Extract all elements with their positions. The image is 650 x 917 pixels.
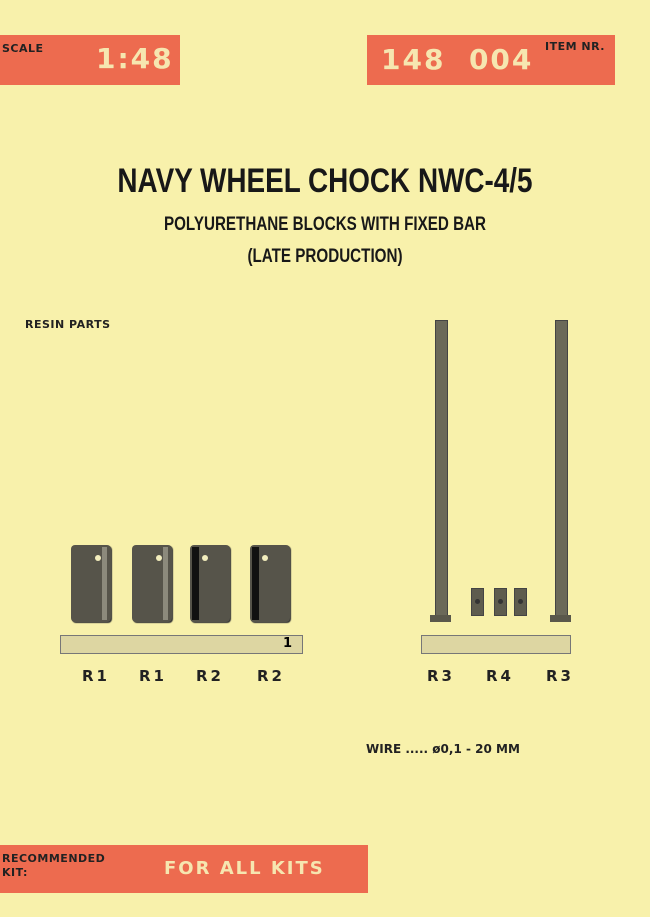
part-label: R1	[82, 667, 110, 685]
recommended-kit-box: RECOMMENDED KIT: FOR ALL KITS	[0, 845, 368, 893]
part-r3-b	[555, 320, 568, 618]
part-r2-a	[190, 545, 230, 622]
wire-note: WIRE ..... ø0,1 - 20 MM	[366, 742, 520, 756]
sprue-right	[421, 635, 571, 654]
part-r4-a	[471, 588, 484, 616]
scale-label: SCALE	[2, 42, 44, 55]
item-box: 148 004 ITEM NR.	[367, 35, 615, 85]
kit-label: KIT:	[2, 866, 28, 879]
sprue-number: 1	[282, 636, 292, 651]
part-label: R1	[139, 667, 167, 685]
sprue-left: 1	[60, 635, 303, 654]
item-number: 148 004	[381, 43, 534, 76]
part-r1-a	[71, 545, 111, 622]
part-label: R2	[257, 667, 285, 685]
part-r4-b	[494, 588, 507, 616]
part-label: R3	[427, 667, 455, 685]
part-r2-b	[250, 545, 290, 622]
item-label: ITEM NR.	[545, 40, 605, 53]
scale-box: SCALE 1:48	[0, 35, 180, 85]
resin-parts-label: RESIN PARTS	[25, 318, 111, 331]
part-r3-a-base	[430, 615, 451, 622]
page-title: NAVY WHEEL CHOCK NWC-4/5	[117, 162, 533, 200]
subtitle-production: (LATE PRODUCTION)	[247, 246, 403, 267]
kit-value: FOR ALL KITS	[164, 858, 325, 879]
part-label: R4	[486, 667, 514, 685]
part-label: R2	[196, 667, 224, 685]
part-r4-c	[514, 588, 527, 616]
part-label: R3	[546, 667, 574, 685]
recommended-label: RECOMMENDED	[2, 852, 106, 865]
part-r3-b-base	[550, 615, 571, 622]
subtitle: POLYURETHANE BLOCKS WITH FIXED BAR	[163, 214, 487, 235]
part-r1-b	[132, 545, 172, 622]
part-r3-a	[435, 320, 448, 618]
scale-value: 1:48	[96, 42, 174, 75]
